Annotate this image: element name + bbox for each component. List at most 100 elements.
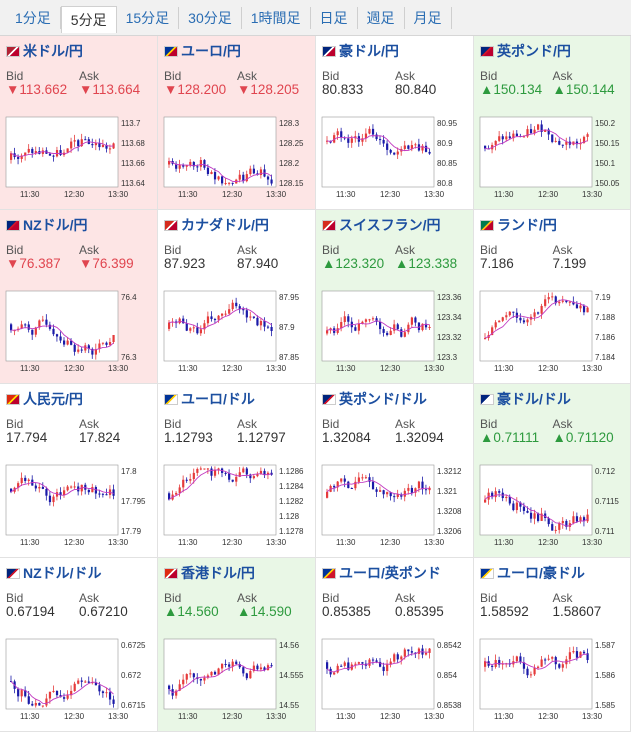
candle-body [189,673,192,675]
mini-candle-chart[interactable]: 113.7 113.68 113.66 113.64 11:30 12:30 13:30 [4,111,154,207]
candle-body [263,320,266,327]
mini-candle-chart[interactable]: 123.36 123.34 123.32 123.3 11:30 12:30 13:30 [320,285,470,381]
pair-name[interactable]: ユーロ/豪ドル [497,565,585,581]
pair-name[interactable]: ユーロ/ドル [181,391,255,407]
tab-4[interactable]: 30分足 [179,6,242,29]
tab-3[interactable]: 15分足 [117,6,180,29]
pair-name[interactable]: 香港ドル/円 [181,565,255,581]
candle-body [249,474,252,479]
price-values: ▼113.662 ▼113.664 [6,82,152,99]
pair-name[interactable]: 米ドル/円 [23,43,83,59]
candle-body [228,182,231,184]
rate-cell-4[interactable]: 英ポンド/円 Bid Ask ▲150.134 ▲150.144 150.2 15… [474,36,631,210]
rate-cell-6[interactable]: カナダドル/円 Bid Ask 87.923 87.940 87.95 87.9 8… [158,210,316,384]
pair-name[interactable]: NZドル/ドル [23,565,102,581]
candle-body [537,124,540,130]
candle-body [48,691,52,699]
mini-candle-chart[interactable]: 87.95 87.9 87.85 11:30 12:30 13:30 [162,285,312,381]
mini-candle-chart[interactable]: 76.4 76.3 11:30 12:30 13:30 [4,285,154,381]
x-tick-label: 12:30 [64,712,85,721]
mini-candle-chart[interactable]: 7.19 7.188 7.186 7.184 11:30 12:30 13:30 [478,285,628,381]
rate-cell-12[interactable]: 豪ドル/ドル Bid Ask ▲0.71111 ▲0.71120 0.712 0.… [474,384,631,558]
candle-body [245,174,248,182]
candle-body [491,665,494,667]
y-tick-label: 87.85 [279,353,300,362]
tab-8[interactable]: 月足 [405,6,452,29]
rate-cell-7[interactable]: スイスフラン/円 Bid Ask ▲123.320 ▲123.338 123.3… [316,210,474,384]
tab-1[interactable]: 1分足 [6,6,61,29]
x-tick-label: 12:30 [538,190,559,199]
pair-name[interactable]: ユーロ/円 [181,43,241,59]
mini-candle-chart[interactable]: 1.1286 1.1284 1.1282 1.128 1.1278 11:30 12:30 1… [162,459,312,555]
rate-cell-16[interactable]: ユーロ/豪ドル Bid Ask 1.58592 1.58607 1.587 1.5… [474,558,631,732]
mini-candle-chart[interactable]: 17.8 17.795 17.79 11:30 12:30 13:30 [4,459,154,555]
rate-cell-10[interactable]: ユーロ/ドル Bid Ask 1.12793 1.12797 1.1286 1.1… [158,384,316,558]
ask-label: Ask [237,243,258,257]
pair-name[interactable]: ユーロ/英ポンド [339,565,441,581]
pair-name[interactable]: 英ポンド/ドル [339,391,427,407]
candle-body [519,317,522,321]
rate-cell-5[interactable]: NZドル/円 Bid Ask ▼76.387 ▼76.399 76.4 76.3 1… [0,210,158,384]
candle-body [350,138,353,143]
candle-body [364,133,368,139]
ask-label: Ask [552,69,573,83]
pair-name[interactable]: 人民元/円 [23,391,83,407]
chart-svg: 7.19 7.188 7.186 7.184 11:30 12:30 13:30 [479,290,616,373]
x-tick-label: 13:30 [582,364,603,373]
candle-body [238,174,241,180]
candle-body [403,332,406,337]
candle-body [17,688,20,697]
mini-candle-chart[interactable]: 1.3212 1.321 1.3208 1.3206 11:30 12:30 13:30 [320,459,470,555]
candle-body [84,345,87,351]
candle-body [586,653,589,661]
mini-candle-chart[interactable]: 150.2 150.15 150.1 150.05 11:30 12:30 13:30 [478,111,628,207]
candle-body [407,487,410,491]
x-tick-label: 11:30 [178,364,198,373]
candle-body [414,144,417,146]
candle-body [112,489,115,496]
bid-value: ▲14.560 [164,604,219,619]
ask-value: 7.199 [552,256,587,271]
mini-candle-chart[interactable]: 80.95 80.9 80.85 80.8 11:30 12:30 13:30 [320,111,470,207]
candle-body [515,502,518,511]
x-tick-label: 12:30 [222,538,243,547]
pair-name[interactable]: 豪ドル/円 [339,43,399,59]
candle-body [400,656,403,660]
candle-body [217,468,220,470]
rate-cell-11[interactable]: 英ポンド/ドル Bid Ask 1.32084 1.32094 1.3212 1.… [316,384,474,558]
price-labels: Bid Ask [164,69,310,83]
tab-5[interactable]: 1時間足 [242,6,311,29]
rate-cell-9[interactable]: 人民元/円 Bid Ask 17.794 17.824 17.8 17.795 17… [0,384,158,558]
candle-body [105,692,108,694]
mini-candle-chart[interactable]: 128.3 128.25 128.2 128.15 11:30 12:30 13:30 [162,111,312,207]
rate-cell-3[interactable]: 豪ドル/円 Bid Ask 80.833 80.840 80.95 80.9 80.… [316,36,474,210]
candle-body [561,144,564,146]
candle-body [533,312,536,317]
pair-name[interactable]: 英ポンド/円 [497,43,571,59]
rate-cell-2[interactable]: ユーロ/円 Bid Ask ▼128.200 ▼128.205 128.3 128… [158,36,316,210]
tab-7[interactable]: 週足 [358,6,405,29]
pair-name[interactable]: スイスフラン/円 [339,217,441,233]
y-tick-label: 0.8538 [437,701,462,710]
pair-name[interactable]: NZドル/円 [23,217,88,233]
bid-label: Bid [322,417,340,431]
candle-body [522,320,526,323]
mini-candle-chart[interactable]: 0.712 0.7115 0.711 11:30 12:30 13:30 [478,459,628,555]
pair-name[interactable]: 豪ドル/ドル [497,391,571,407]
candle-body [544,659,547,661]
rate-cell-8[interactable]: ランド/円 Bid Ask 7.186 7.199 7.19 7.188 7.186… [474,210,631,384]
candle-body [347,138,350,143]
rate-cell-13[interactable]: NZドル/ドル Bid Ask 0.67194 0.67210 0.6725 0.… [0,558,158,732]
rate-cell-1[interactable]: 米ドル/円 Bid Ask ▼113.662 ▼113.664 113.7 113… [0,36,158,210]
pair-name[interactable]: ランド/円 [497,217,557,233]
rate-cell-14[interactable]: 香港ドル/円 Bid Ask ▲14.560 ▲14.590 14.56 14.5… [158,558,316,732]
price-labels: Bid Ask [322,69,468,83]
tab-2[interactable]: 5分足 [60,6,117,33]
tab-6[interactable]: 日足 [311,6,358,29]
rate-cell-15[interactable]: ユーロ/英ポンド Bid Ask 0.85385 0.85395 0.8542 0… [316,558,474,732]
moving-average-line [168,469,272,500]
price-values: 1.58592 1.58607 [480,604,625,621]
pair-name[interactable]: カナダドル/円 [181,217,269,233]
y-tick-label: 14.55 [279,701,300,710]
candle-body [586,514,589,522]
